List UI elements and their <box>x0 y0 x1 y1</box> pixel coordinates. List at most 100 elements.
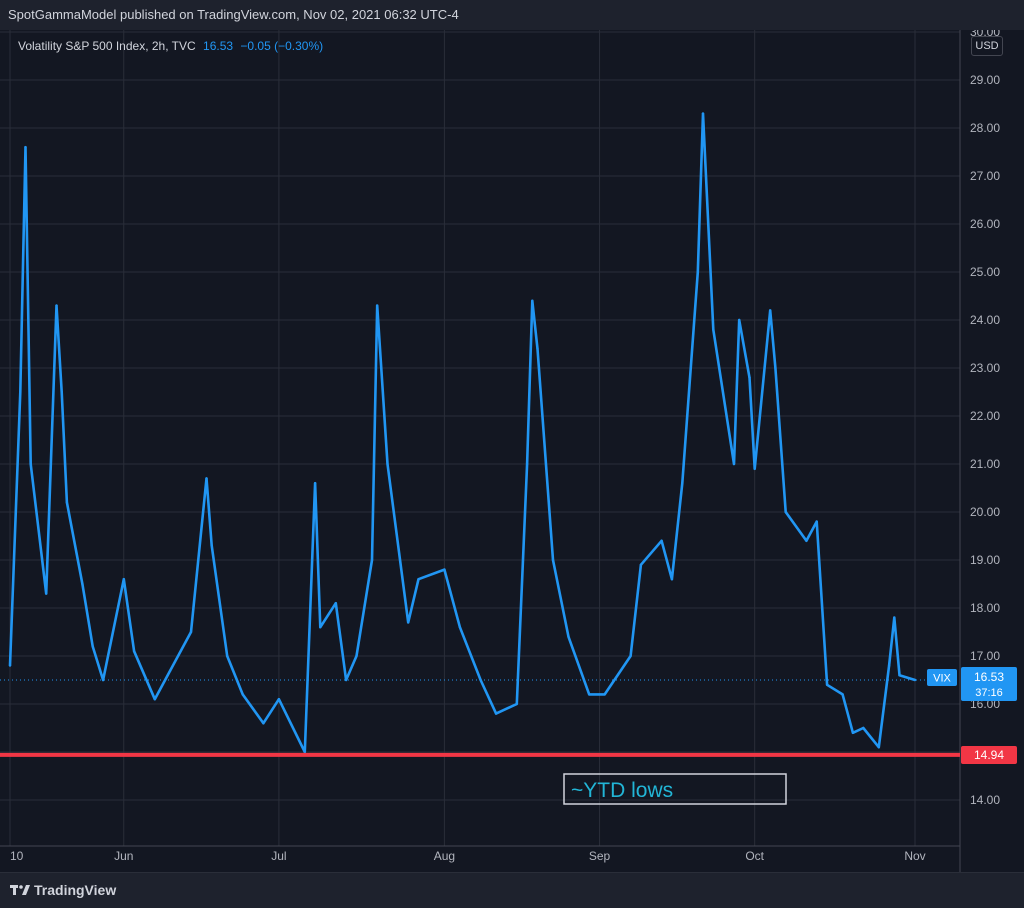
data-point <box>629 654 632 658</box>
time-tick-label: Sep <box>589 849 611 863</box>
data-point <box>443 568 446 571</box>
data-point <box>588 693 591 696</box>
price-tick-label: 29.00 <box>970 73 1000 87</box>
data-point <box>334 602 337 605</box>
publication-header: SpotGammaModel published on TradingView.… <box>0 0 1024 31</box>
legend-change: −0.05 (−0.30%) <box>240 39 324 53</box>
time-tick-label: Aug <box>434 849 455 863</box>
data-point <box>8 664 12 667</box>
data-point <box>313 482 317 485</box>
data-point <box>784 510 787 514</box>
series-legend[interactable]: Volatility S&P 500 Index, 2h, TVC 16.53 … <box>18 39 323 53</box>
data-point <box>660 539 663 542</box>
data-point <box>45 592 48 595</box>
level-price-tag: 14.94 <box>961 746 1017 764</box>
brand-text: TradingView <box>34 882 117 898</box>
data-point <box>303 750 306 754</box>
data-point <box>226 654 229 658</box>
data-point <box>417 578 420 581</box>
data-point <box>81 582 84 586</box>
price-tick-label: 18.00 <box>970 601 1000 615</box>
time-tick-label: Jul <box>271 849 286 863</box>
data-point <box>210 544 213 547</box>
data-point <box>277 698 281 701</box>
time-axis[interactable]: 10 Jun Jul Aug Sep Oct Nov <box>10 849 926 863</box>
data-point <box>370 558 374 562</box>
data-point <box>91 645 94 648</box>
data-point <box>29 462 32 466</box>
data-point <box>319 626 322 629</box>
data-point <box>887 664 891 667</box>
data-point <box>262 722 265 725</box>
data-point <box>375 304 379 307</box>
data-point <box>732 462 736 466</box>
series-points <box>8 112 917 754</box>
data-point <box>753 467 756 470</box>
price-tag-countdown: 37:16 <box>975 687 1003 699</box>
tradingview-brand[interactable]: TradingView <box>10 882 116 898</box>
data-point <box>531 299 534 302</box>
data-point <box>386 462 389 466</box>
price-tick-label: 25.00 <box>970 265 1000 279</box>
legend-series-name: Volatility S&P 500 Index, 2h, TVC <box>18 39 196 53</box>
data-point <box>525 462 529 466</box>
data-point <box>515 702 518 706</box>
price-tick-label: 28.00 <box>970 121 1000 135</box>
data-point <box>567 635 570 638</box>
chart-area[interactable]: 14.0015.0016.0017.0018.0019.0020.0021.00… <box>0 30 1024 872</box>
data-point <box>603 693 606 696</box>
time-tick-label: Jun <box>114 849 133 863</box>
price-tick-label: 14.00 <box>970 793 1000 807</box>
chart-background <box>0 30 1024 872</box>
data-point <box>19 390 22 394</box>
data-point <box>805 539 808 542</box>
data-point <box>701 112 705 115</box>
data-point <box>479 678 482 682</box>
annotation-text: ~YTD lows <box>571 779 673 802</box>
data-point <box>132 650 136 653</box>
data-point <box>825 683 829 686</box>
data-point <box>536 347 539 350</box>
price-tick-label: 17.00 <box>970 649 1000 663</box>
time-tick-label: 10 <box>10 849 24 863</box>
level-tag-bg <box>961 746 1017 764</box>
symbol-tag-bg <box>927 669 957 686</box>
data-point <box>169 669 172 672</box>
chart-grid <box>0 30 960 846</box>
data-point <box>122 578 125 581</box>
data-point <box>344 678 348 682</box>
vix-price-tag: VIX 16.53 37:16 <box>927 667 1017 701</box>
data-point <box>241 693 244 696</box>
annotation-box <box>563 773 787 805</box>
footer-bar: TradingView <box>0 872 1024 908</box>
data-point <box>877 746 880 749</box>
data-point <box>101 678 105 682</box>
price-tick-label: 22.00 <box>970 409 1000 423</box>
data-point <box>712 328 715 331</box>
time-tick-label: Nov <box>904 849 925 863</box>
legend-last-value: 16.53 <box>203 39 234 53</box>
currency-button[interactable]: USD <box>971 36 1003 56</box>
price-tag-value: 16.53 <box>974 670 1004 684</box>
price-tick-label: 26.00 <box>970 217 1000 231</box>
price-tick-label: 19.00 <box>970 553 1000 567</box>
data-point <box>494 712 498 715</box>
price-tick-label: 23.00 <box>970 361 1000 375</box>
symbol-tag-label: VIX <box>933 673 951 685</box>
tradingview-logo-icon <box>10 885 30 895</box>
data-point <box>639 563 643 566</box>
data-point <box>551 558 555 562</box>
price-tick-label: 27.00 <box>970 169 1000 183</box>
publisher-text: SpotGammaModel published on TradingView.… <box>8 7 459 22</box>
data-point <box>851 731 855 734</box>
data-point <box>737 318 741 322</box>
data-point <box>670 578 674 581</box>
data-point <box>815 520 818 523</box>
price-tag-bg <box>961 667 1017 701</box>
data-point <box>893 616 896 619</box>
price-tick-label: 30.00 <box>970 30 1000 39</box>
data-point <box>913 678 917 682</box>
data-point <box>898 674 901 677</box>
data-point <box>696 270 699 274</box>
data-point <box>55 304 58 307</box>
